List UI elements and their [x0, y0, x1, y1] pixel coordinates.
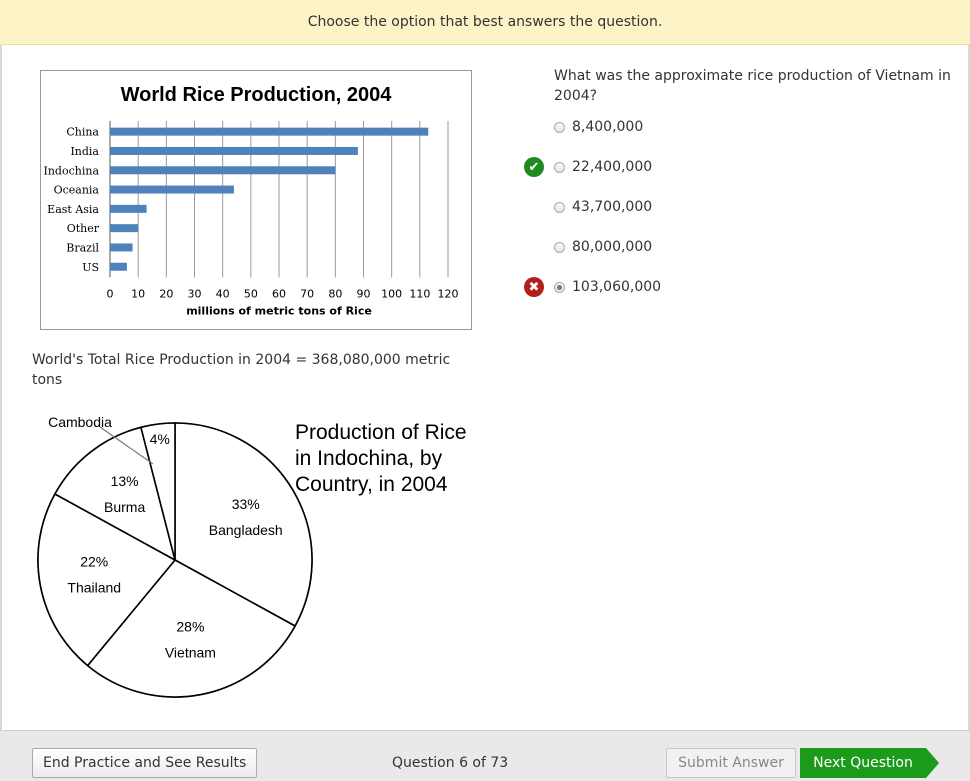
slice-burma: [53, 426, 177, 562]
bar-china: [110, 127, 429, 136]
answer-option-label: 8,400,000: [572, 119, 644, 135]
radio-button[interactable]: [554, 161, 565, 173]
pie-label-cambodia: Cambodia: [48, 414, 112, 430]
x-tick-label: 50: [244, 287, 258, 300]
pie-percent-vietnam: 28%: [176, 619, 204, 635]
bar-east-asia: [110, 204, 147, 213]
x-tick-label: 100: [381, 287, 402, 300]
total-production-text: World's Total Rice Production in 2004 = …: [32, 352, 451, 388]
answer-option[interactable]: 80,000,000: [554, 237, 652, 257]
category-label: US: [82, 261, 99, 274]
radio-button[interactable]: [554, 241, 565, 253]
pie-percent-bangladesh: 33%: [232, 496, 260, 512]
bar-oceania: [110, 185, 234, 194]
pie-chart-svg: 33% Bangladesh 28% Vietnam 22% Thailand 13% Bur…: [37, 414, 467, 698]
pie-title-line: Production of Rice: [295, 421, 467, 444]
pie-label-bangladesh: Bangladesh: [209, 522, 283, 538]
bar-chart-title: World Rice Production, 2004: [121, 84, 393, 106]
instruction-text: Choose the option that best answers the …: [307, 14, 663, 30]
bar-indochina: [110, 166, 336, 175]
bar-chart: World Rice Production, 2004 0 10 20 30 40 50 60…: [40, 70, 472, 330]
x-tick-label: 120: [438, 287, 459, 300]
radio-button[interactable]: [554, 121, 565, 133]
x-tick-label: 60: [272, 287, 286, 300]
pie-percent-burma: 13%: [111, 473, 139, 489]
x-tick-label: 90: [357, 287, 371, 300]
pie-title-line: in Indochina, by: [295, 447, 443, 470]
category-label: Brazil: [66, 241, 99, 254]
pie-title-line: Country, in 2004: [295, 473, 448, 496]
bar-us: [110, 262, 127, 271]
pie-label-burma: Burma: [104, 499, 145, 515]
next-question-button[interactable]: Next Question: [800, 748, 926, 778]
x-tick-label: 80: [328, 287, 342, 300]
question-counter: Question 6 of 73: [392, 755, 509, 771]
category-label: East Asia: [47, 203, 99, 216]
pie-label-thailand: Thailand: [67, 579, 121, 595]
category-label: Other: [67, 222, 100, 235]
bar-brazil: [110, 243, 133, 252]
category-label: China: [66, 126, 99, 139]
answer-option[interactable]: 43,700,000: [554, 197, 652, 217]
slice-bangladesh: [174, 422, 313, 628]
category-label: Oceania: [54, 184, 100, 197]
x-tick-label: 40: [216, 287, 230, 300]
x-tick-label: 70: [300, 287, 314, 300]
next-question-arrow[interactable]: [926, 748, 939, 778]
question-text: What was the approximate rice production…: [554, 68, 951, 104]
instruction-banner: Choose the option that best answers the …: [0, 0, 970, 45]
x-tick-label: 10: [131, 287, 145, 300]
pie-percent-cambodia: 4%: [150, 431, 170, 447]
footer-bar: End Practice and See Results Question 6 …: [0, 730, 970, 781]
x-axis-label: millions of metric tons of Rice: [186, 304, 372, 317]
x-tick-label: 0: [107, 287, 114, 300]
frame-border-right: [968, 45, 970, 730]
frame-border-left: [0, 45, 2, 730]
answer-option-label: 22,400,000: [572, 159, 653, 175]
pie-label-vietnam: Vietnam: [165, 645, 216, 661]
end-practice-button[interactable]: End Practice and See Results: [32, 748, 258, 778]
answer-option[interactable]: 103,060,000: [554, 277, 661, 297]
slice-cambodia: [139, 422, 176, 561]
radio-button[interactable]: [554, 201, 565, 213]
answer-option[interactable]: 22,400,000: [554, 157, 652, 177]
radio-button[interactable]: [554, 281, 565, 293]
check-circle-icon: ✔: [524, 157, 544, 177]
bar-other: [110, 224, 139, 233]
x-tick-label: 20: [159, 287, 173, 300]
pie-percent-thailand: 22%: [80, 553, 108, 569]
answer-option-label: 43,700,000: [572, 199, 653, 215]
slice-vietnam: [86, 558, 297, 698]
slice-thailand: [37, 492, 177, 667]
answer-option[interactable]: 8,400,000: [554, 117, 643, 137]
submit-answer-button[interactable]: Submit Answer: [666, 748, 796, 778]
answer-option-label: 103,060,000: [572, 279, 662, 295]
cambodia-leader-line: [99, 426, 154, 465]
x-tick-label: 30: [188, 287, 202, 300]
x-tick-label: 110: [409, 287, 430, 300]
pie-chart: 33% Bangladesh 28% Vietnam 22% Thailand 13% Bur…: [30, 405, 480, 705]
x-circle-icon: ✖: [524, 277, 544, 297]
category-label: India: [70, 145, 99, 158]
bar-chart-svg: World Rice Production, 2004 0 10 20 30 40 50 60…: [44, 84, 459, 317]
bar-india: [110, 146, 358, 155]
category-label: Indochina: [44, 164, 100, 177]
answer-option-label: 80,000,000: [572, 239, 653, 255]
